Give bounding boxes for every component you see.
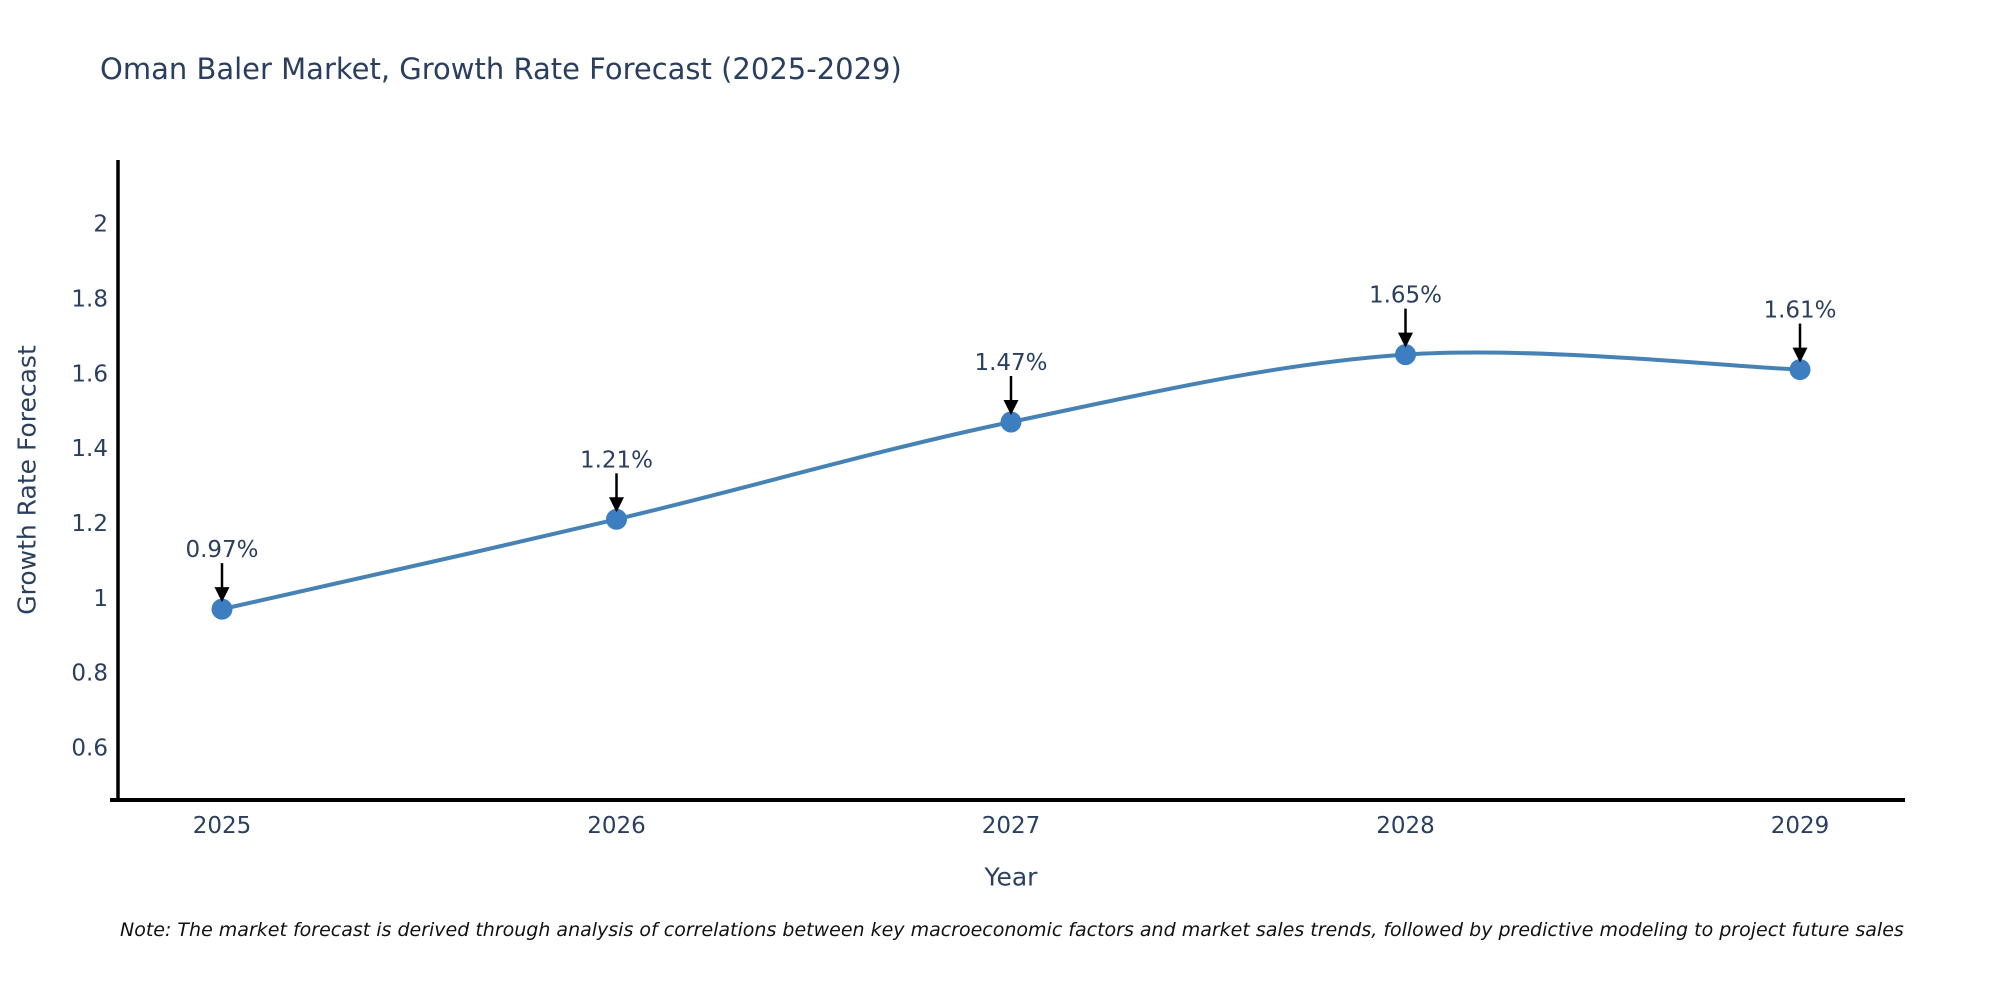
data-point[interactable] bbox=[1395, 344, 1416, 366]
data-point[interactable] bbox=[606, 508, 627, 530]
x-tick-label: 2028 bbox=[1376, 813, 1435, 839]
data-point[interactable] bbox=[1000, 411, 1022, 433]
x-axis-tick-labels: 2025 2026 2027 2028 2029 bbox=[193, 813, 1830, 839]
data-point[interactable] bbox=[1789, 359, 1811, 381]
data-point-annotations: 0.97% 1.21% 1.47% 1.65% 1.61% bbox=[185, 283, 1837, 603]
growth-rate-series bbox=[211, 344, 1811, 620]
x-axis-title: Year bbox=[984, 862, 1038, 892]
y-tick-label: 1.2 bbox=[71, 511, 108, 537]
y-axis-title: Growth Rate Forecast bbox=[12, 345, 42, 615]
y-tick-label: 0.6 bbox=[71, 736, 108, 762]
data-point-label: 1.21% bbox=[580, 447, 653, 473]
y-tick-label: 2 bbox=[93, 212, 108, 238]
annotation-arrowhead-icon bbox=[214, 587, 230, 603]
y-tick-label: 0.8 bbox=[71, 661, 108, 687]
annotation-arrowhead-icon bbox=[609, 497, 624, 513]
y-tick-label: 1.8 bbox=[71, 286, 108, 312]
y-tick-label: 1.4 bbox=[71, 436, 108, 462]
x-tick-label: 2025 bbox=[193, 813, 252, 839]
x-tick-label: 2029 bbox=[1771, 813, 1830, 839]
annotation-arrowhead-icon bbox=[1398, 332, 1413, 348]
data-point[interactable] bbox=[211, 598, 233, 620]
y-tick-label: 1 bbox=[93, 586, 108, 612]
annotation-arrowhead-icon bbox=[1003, 399, 1019, 415]
annotation-arrowhead-icon bbox=[1792, 347, 1808, 363]
x-tick-label: 2026 bbox=[587, 813, 646, 839]
footnote: Note: The market forecast is derived thr… bbox=[120, 919, 1904, 941]
data-point-label: 1.61% bbox=[1763, 298, 1836, 324]
chart-title: Oman Baler Market, Growth Rate Forecast … bbox=[100, 52, 902, 86]
y-axis-tick-labels: 2 1.8 1.6 1.4 1.2 1 0.8 0.6 bbox=[71, 212, 108, 762]
x-tick-label: 2027 bbox=[982, 813, 1041, 839]
data-point-label: 1.65% bbox=[1369, 283, 1442, 309]
y-tick-label: 1.6 bbox=[71, 361, 108, 387]
data-point-label: 1.47% bbox=[974, 350, 1047, 376]
data-point-label: 0.97% bbox=[185, 537, 258, 563]
